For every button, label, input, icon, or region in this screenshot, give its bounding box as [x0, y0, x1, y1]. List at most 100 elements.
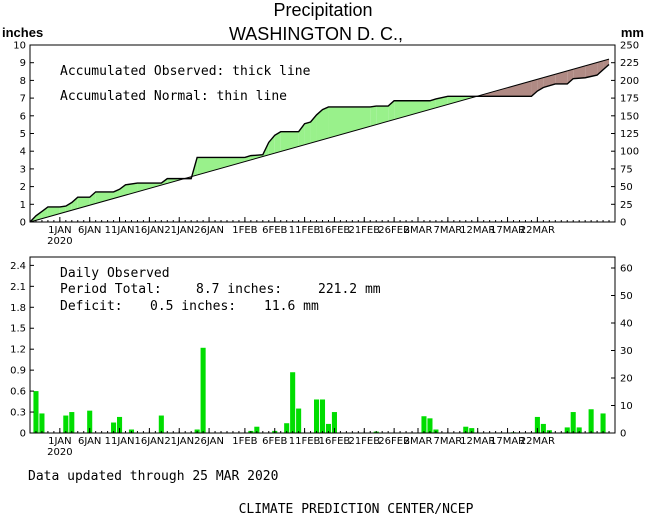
bottom-y-right-tick-label: 40: [620, 319, 633, 330]
top-x-tick-label: 7MAR: [433, 225, 462, 236]
bottom-y-right-tick-label: 30: [620, 346, 633, 357]
top-y-right-tick-label: 75: [620, 164, 633, 175]
top-y-right-tick-label: 175: [620, 94, 639, 105]
bottom-y-left-tick-label: 0.3: [10, 408, 26, 419]
accumulated-observed-line: [29, 63, 610, 223]
daily-bar: [534, 416, 540, 433]
difference-fill: [316, 109, 323, 142]
top-y-right-tick-label: 100: [620, 147, 639, 158]
daily-bar: [576, 427, 582, 433]
daily-bar: [313, 399, 320, 433]
top-y-left-tick-label: 10: [13, 41, 26, 52]
difference-fill: [429, 98, 436, 110]
bottom-x-tick-label: 6FEB: [262, 436, 287, 447]
chart-title: Precipitation: [273, 0, 372, 20]
difference-fill: [376, 106, 389, 125]
difference-fill: [388, 100, 395, 122]
difference-fill: [35, 211, 42, 221]
top-x-tick-label: 11FEB: [289, 225, 321, 236]
accumulated-precip-panel: 0123456789100255075100125150175200225250…: [13, 41, 639, 248]
difference-fill: [89, 191, 96, 206]
top-x-year-label: 2020: [47, 236, 72, 247]
bottom-x-tick-label: 12MAR: [460, 436, 495, 447]
station-name: WASHINGTON D. C.,: [229, 24, 403, 44]
difference-fill: [328, 106, 371, 139]
data-updated-text: Data updated through 25 MAR 2020: [28, 469, 278, 484]
top-x-tick-label: 17MAR: [490, 225, 525, 236]
period-total-mm: 221.2 mm: [318, 282, 381, 297]
bottom-x-tick-label: 7MAR: [433, 436, 462, 447]
difference-fill: [119, 184, 126, 197]
difference-fill: [280, 131, 299, 152]
bottom-y-left-tick-label: 0.6: [10, 387, 26, 398]
daily-bar: [325, 423, 332, 433]
bottom-x-year-label: 2020: [47, 447, 72, 458]
daily-bar: [200, 347, 206, 433]
top-x-tick-label: 16FEB: [319, 225, 351, 236]
top-y-right-tick-label: 200: [620, 76, 639, 87]
top-y-right-tick-label: 25: [620, 200, 633, 211]
top-x-tick-label: 1JAN: [48, 225, 71, 236]
daily-bar: [319, 399, 326, 433]
deficit-inches: 0.5 inches:: [150, 299, 236, 314]
right-unit-label: mm: [621, 25, 644, 40]
top-panel-ticks: 0123456789100255075100125150175200225250…: [13, 41, 639, 248]
bottom-x-tick-label: 16FEB: [319, 436, 351, 447]
top-x-tick-label: 26FEB: [378, 225, 410, 236]
daily-precip-panel: 0 0.3 0.6 0.9 1.2 1.5 1.8 2.1 2.4 0 10 20 30 40 50 60 1J…: [10, 256, 633, 458]
difference-fill: [573, 65, 586, 79]
bottom-y-right-tick-label: 20: [620, 374, 633, 385]
top-x-tick-label: 21FEB: [348, 225, 380, 236]
bottom-y-left-tick-label: 2.4: [10, 261, 26, 272]
daily-bar: [564, 427, 570, 433]
daily-bar: [469, 428, 475, 433]
bottom-x-tick-label: 11FEB: [289, 436, 321, 447]
top-y-left-tick-label: 3: [20, 164, 26, 175]
bottom-panel-ticks: 0 0.3 0.6 0.9 1.2 1.5 1.8 2.1 2.4 0 10 20 30 40 50 60 1J…: [10, 261, 633, 458]
difference-fill: [298, 123, 305, 147]
daily-bar: [33, 391, 39, 433]
bottom-x-tick-label: 2MAR: [404, 436, 433, 447]
top-y-left-tick-label: 9: [20, 58, 26, 69]
top-y-left-tick-label: 5: [20, 129, 26, 140]
daily-bar: [600, 413, 606, 433]
top-x-tick-label: 26JAN: [194, 225, 224, 236]
bottom-y-left-tick-label: 1.5: [10, 324, 26, 335]
period-total-label: Period Total:: [60, 282, 162, 297]
top-x-tick-label: 2MAR: [404, 225, 433, 236]
difference-fill: [197, 157, 245, 175]
bottom-y-left-tick-label: 1.2: [10, 345, 26, 356]
daily-bar: [69, 412, 75, 433]
daily-bar: [117, 416, 123, 433]
daily-bar: [588, 409, 594, 433]
daily-bar: [254, 426, 260, 433]
top-y-right-tick-label: 225: [620, 58, 639, 69]
bottom-x-tick-label: 16JAN: [134, 436, 164, 447]
top-y-left-tick-label: 2: [20, 182, 26, 193]
deficit-label: Deficit:: [60, 299, 123, 314]
bottom-x-tick-label: 1FEB: [232, 436, 257, 447]
daily-bar: [427, 418, 433, 433]
daily-bar: [296, 408, 302, 433]
bottom-x-tick-label: 22MAR: [520, 436, 555, 447]
top-y-right-tick-label: 150: [620, 111, 639, 122]
top-y-left-tick-label: 4: [20, 147, 26, 158]
period-total-inches: 8.7 inches:: [196, 282, 282, 297]
daily-bar: [284, 423, 290, 433]
daily-bar: [63, 415, 69, 433]
difference-fill: [47, 206, 60, 217]
difference-fill: [71, 197, 78, 211]
top-y-right-tick-label: 50: [620, 182, 633, 193]
top-y-left-tick-label: 0: [20, 218, 26, 229]
bottom-x-tick-label: 11JAN: [105, 436, 135, 447]
difference-fill: [268, 135, 275, 155]
daily-bar: [463, 426, 469, 433]
daily-bar: [39, 413, 45, 433]
daily-bar: [540, 423, 546, 433]
difference-fill: [555, 70, 568, 84]
bottom-y-left-tick-label: 1.8: [10, 303, 26, 314]
top-x-tick-label: 22MAR: [520, 225, 555, 236]
difference-fill: [567, 69, 574, 84]
difference-fill: [585, 62, 598, 78]
